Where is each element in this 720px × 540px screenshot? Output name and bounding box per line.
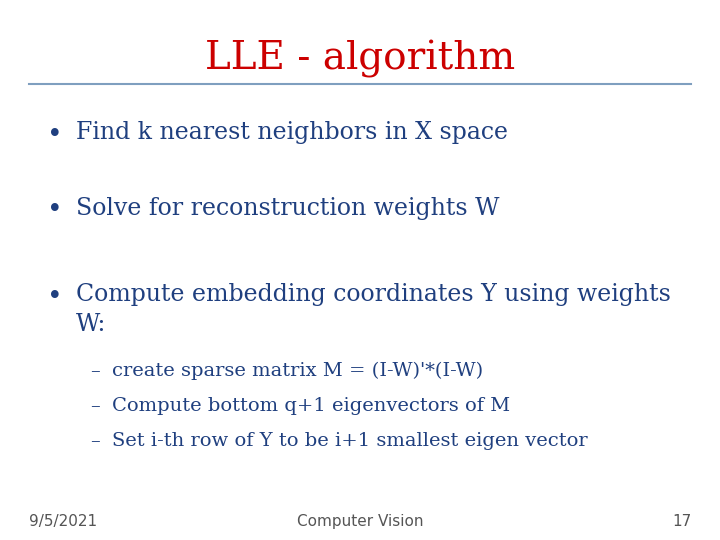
Text: 17: 17 [672,514,691,529]
Text: –: – [90,432,100,450]
Text: –: – [90,362,100,380]
Text: LLE - algorithm: LLE - algorithm [205,40,515,78]
Text: –: – [90,397,100,415]
Text: •: • [47,197,63,222]
Text: •: • [47,284,63,308]
Text: Solve for reconstruction weights W: Solve for reconstruction weights W [76,197,499,220]
Text: Compute bottom q+1 eigenvectors of M: Compute bottom q+1 eigenvectors of M [112,397,510,415]
Text: 9/5/2021: 9/5/2021 [29,514,97,529]
Text: Compute embedding coordinates Y using weights
W:: Compute embedding coordinates Y using we… [76,284,670,336]
Text: Find k nearest neighbors in X space: Find k nearest neighbors in X space [76,122,508,145]
Text: Computer Vision: Computer Vision [297,514,423,529]
Text: create sparse matrix M = (I-W)'*(I-W): create sparse matrix M = (I-W)'*(I-W) [112,362,482,380]
Text: Set i-th row of Y to be i+1 smallest eigen vector: Set i-th row of Y to be i+1 smallest eig… [112,432,588,450]
Text: •: • [47,122,63,146]
